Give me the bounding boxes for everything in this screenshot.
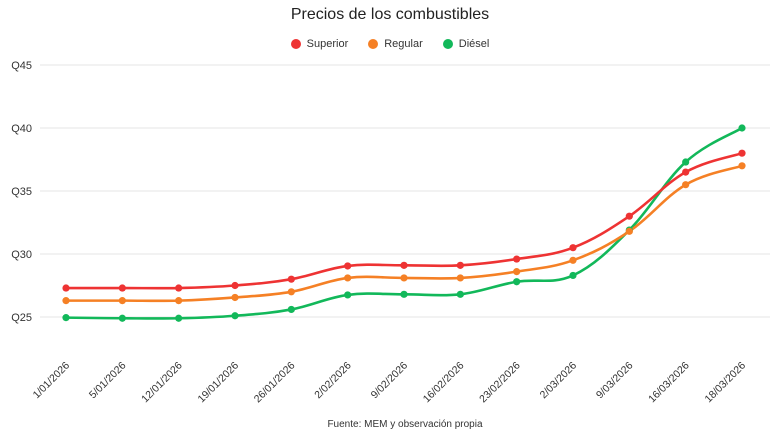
data-point-regular-10 [625,227,633,235]
legend-dot-diesel-icon [442,39,453,49]
data-point-superior-2 [175,284,183,292]
data-point-disel-6 [400,290,408,298]
x-tick-label-9: 2/03/2026 [538,360,580,402]
data-point-disel-1 [118,314,126,322]
data-point-disel-5 [344,291,352,299]
data-point-superior-9 [569,244,577,252]
data-point-disel-3 [231,312,239,320]
data-point-regular-5 [344,274,352,282]
data-point-disel-0 [62,314,70,322]
legend-item-diesel[interactable]: Diésel [442,38,490,50]
data-point-disel-11 [682,158,690,166]
x-tick-label-1: 5/01/2026 [87,360,129,402]
x-tick-label-6: 9/02/2026 [369,360,411,402]
x-tick-label-0: 1/01/2026 [31,360,73,402]
y-tick-label-1: Q30 [11,249,32,261]
data-point-disel-8 [513,278,521,286]
chart-title: Precios de los combustibles [290,6,490,23]
data-point-regular-11 [682,181,690,189]
legend-label-regular: Regular [384,38,423,50]
data-point-regular-8 [513,268,521,276]
data-point-superior-0 [62,284,70,292]
data-point-disel-2 [175,314,183,322]
data-point-disel-4 [287,305,295,314]
data-point-regular-6 [400,274,408,282]
legend-dot-regular-icon [368,39,379,49]
x-tick-label-3: 19/01/2026 [195,360,241,406]
y-tick-label-2: Q35 [11,186,32,198]
x-tick-label-2: 12/01/2026 [139,360,185,406]
data-point-superior-1 [118,284,126,292]
data-point-regular-2 [175,297,183,305]
y-tick-label-0: Q25 [11,312,32,324]
data-point-regular-1 [118,297,126,305]
data-point-superior-6 [400,261,408,269]
data-point-disel-7 [456,290,464,298]
data-point-regular-9 [569,256,577,264]
data-point-superior-4 [287,275,295,283]
x-tick-label-7: 16/02/2026 [421,360,467,406]
x-tick-label-11: 16/03/2026 [646,360,692,406]
data-point-superior-11 [682,168,690,176]
x-tick-label-4: 26/01/2026 [252,360,298,406]
data-point-regular-12 [738,162,746,170]
data-point-regular-3 [231,293,239,302]
data-point-superior-3 [231,281,239,290]
legend-dot-superior-icon [290,39,301,49]
data-point-regular-4 [287,288,295,296]
x-tick-label-12: 18/03/2026 [702,360,748,406]
data-point-regular-7 [456,274,464,282]
x-tick-label-8: 23/02/2026 [477,360,523,406]
data-point-superior-12 [738,149,746,157]
data-point-superior-10 [625,212,633,220]
x-tick-label-5: 2/02/2026 [312,360,354,402]
source-caption: Fuente: MEM y observación propia [327,419,483,430]
data-point-superior-8 [513,255,521,263]
legend-item-regular[interactable]: Regular [368,38,423,50]
data-point-disel-9 [569,271,577,280]
legend-label-superior: Superior [306,38,349,50]
data-point-regular-0 [62,297,70,305]
data-point-superior-5 [344,262,352,270]
legend-label-diesel: Diésel [458,38,490,50]
x-tick-label-10: 9/03/2026 [594,360,636,402]
legend: Superior Regular Diésel [0,38,780,50]
data-point-disel-12 [738,124,746,132]
y-tick-label-3: Q40 [11,123,32,135]
legend-item-superior[interactable]: Superior [290,38,349,50]
y-tick-label-4: Q45 [11,60,32,72]
data-point-superior-7 [456,261,464,269]
